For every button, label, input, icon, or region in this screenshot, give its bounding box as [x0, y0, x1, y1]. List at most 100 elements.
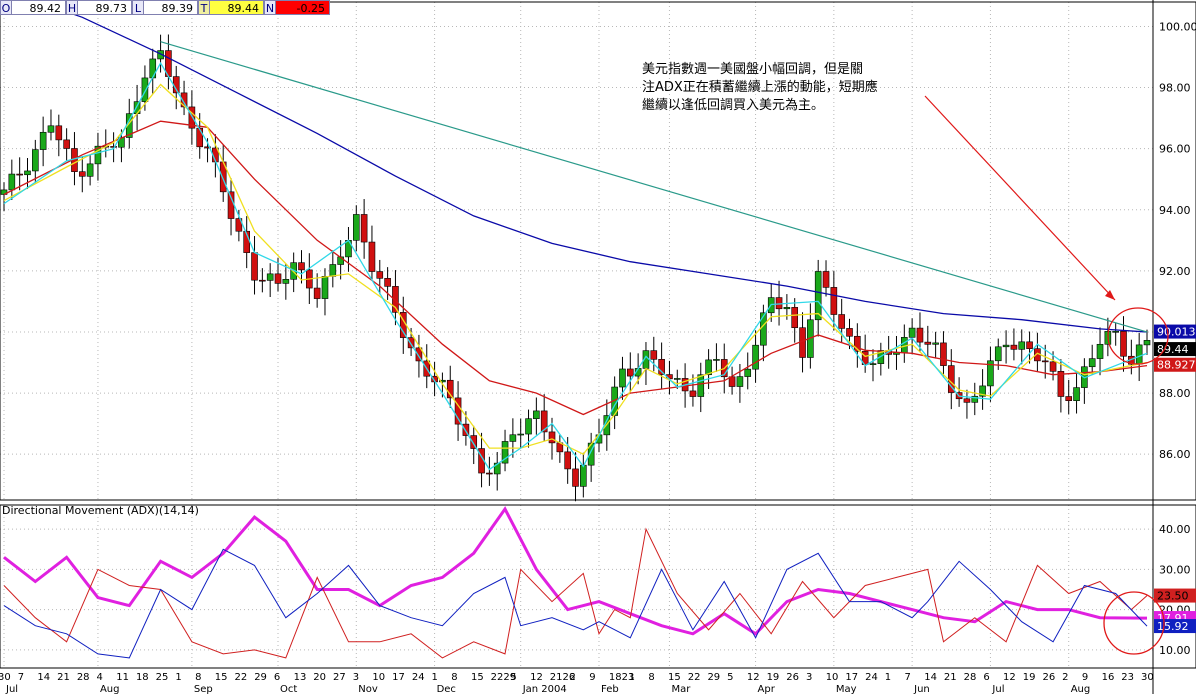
tag-ma-long: 90.013 [1157, 326, 1196, 339]
candle-body [86, 163, 94, 177]
candle-body [908, 327, 916, 338]
candle-body [110, 146, 117, 148]
candle-body [16, 173, 23, 176]
candle-body [540, 410, 548, 433]
x-day-label: 25 [156, 672, 169, 683]
candle-body [533, 410, 540, 419]
low-key: L [132, 0, 144, 15]
x-month-label: Dec [437, 684, 456, 694]
x-day-label: 23 [1121, 672, 1134, 683]
candle-body [462, 423, 470, 436]
x-day-label: 30 [1141, 672, 1154, 683]
x-day-label: 10 [372, 672, 385, 683]
candle-body [697, 374, 705, 397]
x-day-label: 3 [806, 672, 812, 683]
candle-body [486, 472, 493, 475]
di_plus-line [3, 527, 1148, 659]
x-day-label: 2229 [491, 672, 516, 683]
high-value: 89.73 [78, 0, 132, 15]
candle-body [673, 378, 681, 380]
candle-body [1135, 344, 1143, 365]
tag-di-plus-bg [1154, 588, 1196, 603]
lower-tick-label: 10.00 [1159, 644, 1191, 657]
annotation-line-2: 注ADX正在積蓄繼續上漲的動能，短期應 [642, 79, 878, 95]
x-month-label: Jul [5, 684, 18, 694]
candle-body [149, 58, 157, 79]
upper-tick-label: 88.00 [1159, 387, 1191, 400]
close-value: 89.44 [210, 0, 264, 15]
candle-body [1057, 371, 1065, 397]
candle-body [752, 344, 759, 370]
candle-body [838, 314, 845, 329]
candle-body [987, 360, 994, 387]
candle-body [517, 433, 524, 436]
candle-body [282, 279, 290, 284]
x-day-label: 8 [648, 672, 654, 683]
x-day-label: 2126 [550, 672, 575, 683]
candle-body [932, 342, 939, 345]
x-day-label: 20 [313, 672, 326, 683]
x-month-label: Jan 2004 [522, 684, 567, 694]
x-day-label: 9 [1082, 672, 1088, 683]
x-day-label: 26 [786, 672, 799, 683]
candle-body [454, 397, 462, 425]
x-day-label: 26 [1042, 672, 1055, 683]
candle-body [572, 468, 579, 487]
quote-bar: O 89.42 H 89.73 L 89.39 T 89.44 N -0.25 [0, 0, 330, 15]
candle-body [47, 125, 55, 133]
candle-body [392, 286, 399, 313]
candle-body [321, 276, 329, 299]
candle-body [1120, 331, 1127, 357]
x-day-label: 9 [589, 672, 595, 683]
change-key: N [264, 0, 276, 15]
candle-body [376, 271, 384, 279]
candle-body [180, 92, 188, 108]
candle-body [1065, 396, 1073, 402]
x-day-label: 8 [195, 672, 201, 683]
x-month-label: Jun [913, 684, 930, 694]
candle-body [994, 346, 1002, 362]
candle-body [822, 271, 830, 288]
x-day-label: 19 [1023, 672, 1036, 683]
x-day-label: 14 [924, 672, 937, 683]
candle-body [1073, 387, 1080, 402]
di_minus-line [3, 548, 1148, 659]
candle-body [830, 287, 838, 315]
x-day-label: 8 [451, 672, 457, 683]
upper-grid [0, 2, 1153, 500]
candle-body [235, 218, 243, 232]
annotation-arrowhead [1105, 290, 1115, 300]
x-day-label: 2 [1062, 672, 1068, 683]
upper-tick-label: 92.00 [1159, 265, 1191, 278]
candle-body [251, 252, 258, 281]
x-day-label: 2 [570, 672, 576, 683]
tag-price-bg [1154, 342, 1196, 357]
tag-di-minus: 15.92 [1157, 620, 1189, 633]
x-day-label: 6 [983, 672, 989, 683]
ma_mid-line [3, 120, 1148, 416]
open-key: O [0, 0, 12, 15]
candle-body [1002, 344, 1010, 348]
ma_short-line [3, 83, 1148, 456]
candle-body [329, 264, 337, 277]
candle-body [313, 287, 321, 299]
candle-body [470, 435, 478, 449]
candle-body [24, 170, 31, 176]
tag-ma-mid: 88.927 [1157, 359, 1196, 372]
candle-body [1018, 341, 1026, 350]
tag-ma-mid-bg [1154, 357, 1196, 372]
candle-body [940, 342, 947, 366]
candle-body [1010, 344, 1018, 350]
candle-body [854, 335, 861, 352]
candle-body [963, 398, 971, 403]
resistance-trendline [160, 41, 1148, 333]
x-day-label: 1 [629, 672, 635, 683]
candle-body [791, 307, 799, 329]
candle-body [266, 273, 274, 281]
candle-body [525, 418, 532, 435]
x-day-label: 27 [333, 672, 346, 683]
candle-body [548, 431, 556, 444]
lower-panel-frame [0, 504, 1196, 669]
candle-body [227, 191, 235, 219]
upper-tick-label: 94.00 [1159, 204, 1191, 217]
